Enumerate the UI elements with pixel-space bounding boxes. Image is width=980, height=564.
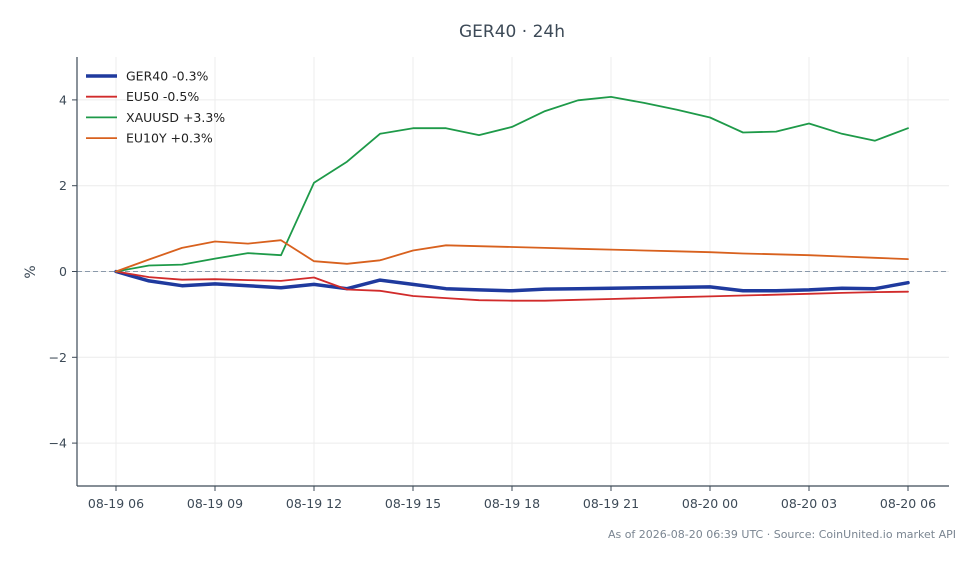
x-tick-label: 08-19 06: [88, 496, 144, 511]
x-tick-label: 08-19 18: [484, 496, 540, 511]
legend: GER40 -0.3% EU50 -0.5% XAUUSD +3.3% EU10Y +…: [86, 69, 225, 146]
y-tick-label: 2: [59, 178, 67, 193]
source-footer: As of 2026-08-20 06:39 UTC · Source: Coi…: [608, 528, 956, 541]
series-layer: [114, 96, 910, 302]
series-line-2: [115, 96, 909, 273]
y-tick-label: 0: [59, 264, 67, 279]
x-tick-label: 08-20 00: [682, 496, 738, 511]
x-tick-label: 08-20 03: [781, 496, 837, 511]
chart-title: GER40 · 24h: [459, 22, 565, 42]
x-axis-ticks: 08-19 06 08-19 09 08-19 12 08-19 15 08-19 18…: [88, 486, 936, 511]
x-tick-label: 08-19 15: [385, 496, 441, 511]
series-line-3: [115, 239, 909, 273]
legend-label-0: GER40 -0.3%: [126, 69, 209, 84]
legend-label-3: EU10Y +0.3%: [126, 131, 213, 146]
x-tick-label: 08-20 06: [880, 496, 936, 511]
legend-label-2: XAUUSD +3.3%: [126, 110, 225, 125]
y-tick-label: 4: [59, 92, 67, 107]
x-tick-label: 08-19 12: [286, 496, 342, 511]
x-tick-label: 08-19 21: [583, 496, 639, 511]
y-axis-label: %: [23, 265, 39, 278]
legend-label-1: EU50 -0.5%: [126, 89, 199, 104]
x-tick-label: 08-19 09: [187, 496, 243, 511]
series-line-1: [115, 270, 909, 302]
y-axis-ticks: −4 −2 0 2 4: [49, 92, 77, 451]
y-tick-label: −2: [49, 350, 67, 365]
y-tick-label: −4: [49, 436, 67, 451]
series-line-0: [114, 269, 910, 293]
